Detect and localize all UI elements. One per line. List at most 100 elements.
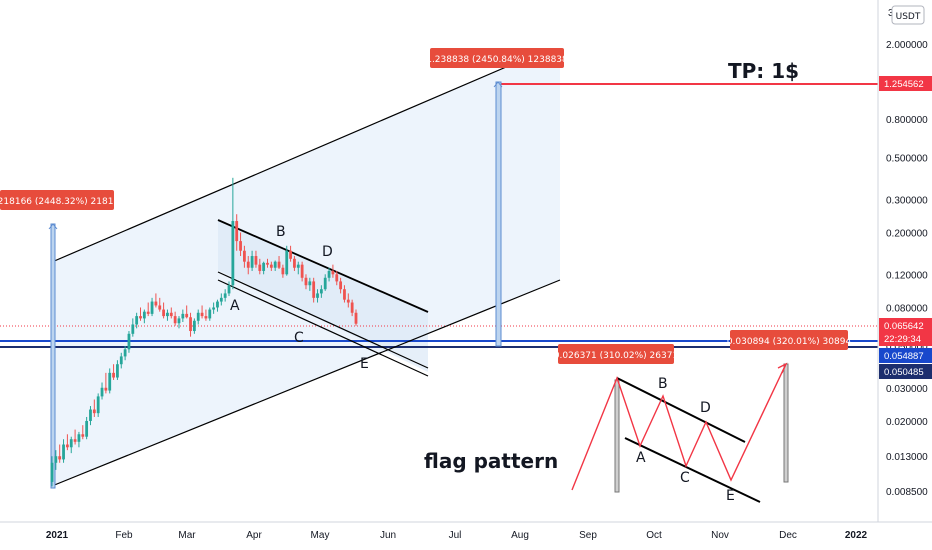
candle-body xyxy=(135,316,139,325)
candle-body xyxy=(69,439,73,448)
candle-body xyxy=(243,250,246,262)
time-axis-tick: Mar xyxy=(178,530,196,541)
price-label: 22:29:34 xyxy=(879,331,932,346)
candle-body xyxy=(300,264,304,278)
svg-text:0.026371 (310.02%) 26371: 0.026371 (310.02%) 26371 xyxy=(554,351,678,361)
candle-body xyxy=(269,264,273,268)
candle-body xyxy=(227,285,231,294)
price-axis-tick: 0.120000 xyxy=(886,270,928,281)
flag-pattern-annotation: flag pattern xyxy=(424,449,558,473)
candle-body xyxy=(231,221,235,286)
time-axis-tick: May xyxy=(311,530,330,541)
price-axis-tick: 0.008500 xyxy=(886,487,928,498)
price-axis-tick: 2.000000 xyxy=(886,40,928,51)
candle-body xyxy=(112,372,115,378)
candle-body xyxy=(273,261,277,268)
candle-body xyxy=(200,312,204,317)
candle-body xyxy=(89,409,92,421)
candle-body xyxy=(354,312,358,324)
candle-body xyxy=(189,317,192,332)
candle-body xyxy=(123,349,127,357)
price-axis-tick: 0.080000 xyxy=(886,303,928,314)
wave-label-d: D xyxy=(322,244,333,260)
candle-body xyxy=(235,221,239,242)
schematic-label-b: B xyxy=(658,376,668,392)
candle-body xyxy=(54,456,58,463)
candle-body xyxy=(77,434,81,442)
candle-body xyxy=(285,250,289,275)
measure-label-4: 0.030894 (320.01%) 30894 xyxy=(727,330,852,350)
currency-button[interactable]: USDT xyxy=(891,5,925,25)
wave-label-e: E xyxy=(360,356,369,372)
candle-body xyxy=(204,316,208,319)
price-axis-tick: 0.500000 xyxy=(886,153,928,164)
candle-body xyxy=(323,277,327,290)
price-axis-tick: 0.200000 xyxy=(886,228,928,239)
price-axis-tick: 0.030000 xyxy=(886,384,928,395)
candle-body xyxy=(254,256,258,265)
candle-body xyxy=(58,456,62,460)
candle-body xyxy=(258,264,262,271)
time-axis-tick: Nov xyxy=(711,530,729,541)
price-axis-tick: 0.300000 xyxy=(886,195,928,206)
price-label: 0.050485 xyxy=(879,364,932,379)
measure-label-3: 0.026371 (310.02%) 26371 xyxy=(554,344,678,364)
candle-body xyxy=(116,364,119,378)
measure-bar-3 xyxy=(614,379,620,493)
wave-label-a: A xyxy=(230,298,240,314)
candle-body xyxy=(92,409,96,414)
schematic-label-d: D xyxy=(700,400,711,416)
candle-body xyxy=(304,277,308,286)
time-axis-tick: Dec xyxy=(779,530,797,541)
candle-body xyxy=(181,313,185,319)
candle-body xyxy=(73,439,77,442)
candle-body xyxy=(119,356,123,365)
svg-text:0.218166 (2448.32%) 218166: 0.218166 (2448.32%) 218166 xyxy=(0,197,125,207)
candle-body xyxy=(65,444,69,448)
candle-body xyxy=(262,262,266,271)
candle-body xyxy=(266,262,269,265)
candle-body xyxy=(108,372,112,391)
measure-bar-1 xyxy=(48,223,58,489)
candle-body xyxy=(208,309,212,319)
flag-lower-line-2 xyxy=(217,279,429,377)
candle-body xyxy=(146,311,150,314)
candle-body xyxy=(246,261,250,268)
candle-body xyxy=(154,301,158,306)
price-label: 0.054887 xyxy=(879,348,932,363)
candle-body xyxy=(173,316,177,324)
candle-body xyxy=(50,462,54,482)
candle-body xyxy=(343,289,346,300)
schematic-label-c: C xyxy=(680,470,690,486)
price-axis-tick: 0.050000 xyxy=(886,342,928,353)
candle-body xyxy=(212,307,216,310)
measure-bar-4 xyxy=(783,363,789,483)
time-axis[interactable]: 2021 Feb Mar Apr May Jun Jul Aug Sep Oct Nov Dec 202… xyxy=(0,521,932,541)
candle-body xyxy=(308,281,312,286)
candle-body xyxy=(335,274,339,282)
wave-label-b: B xyxy=(276,224,286,240)
price-label: 0.065642 xyxy=(879,318,932,333)
candle-body xyxy=(346,299,350,303)
candle-body xyxy=(327,270,331,278)
measure-bar-2 xyxy=(493,81,503,347)
price-label: 1.254562 xyxy=(879,76,932,91)
time-axis-tick: 2022 xyxy=(845,530,868,541)
candle-body xyxy=(277,261,281,268)
candle-body xyxy=(62,444,65,460)
candle-body xyxy=(104,387,108,391)
candle-body xyxy=(219,297,223,302)
candle-body xyxy=(239,241,242,251)
candle-body xyxy=(150,301,154,314)
candle-body xyxy=(293,258,296,268)
candle-body xyxy=(131,324,135,334)
time-axis-tick: Aug xyxy=(511,530,529,541)
svg-text:0.030894 (320.01%) 30894: 0.030894 (320.01%) 30894 xyxy=(727,337,852,347)
candlestick-series xyxy=(50,177,358,487)
svg-text:22:29:34: 22:29:34 xyxy=(884,334,921,345)
candle-body xyxy=(289,250,292,259)
svg-text:1.254562: 1.254562 xyxy=(884,79,924,90)
candle-body xyxy=(127,333,131,350)
flag-upper-line xyxy=(217,219,429,313)
